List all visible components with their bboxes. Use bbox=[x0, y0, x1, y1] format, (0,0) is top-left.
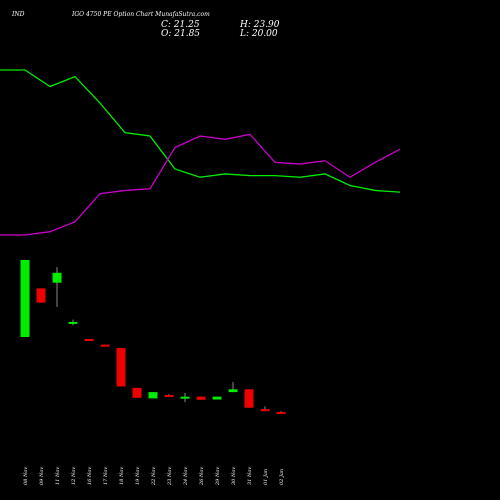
x-tick-label: 30 Nov bbox=[231, 467, 237, 485]
x-tick-label: 19 Nov bbox=[135, 467, 141, 485]
x-tick-label: 02 Jan bbox=[279, 469, 285, 485]
overlay-lines bbox=[0, 69, 401, 236]
candle-body bbox=[276, 412, 286, 415]
candle-body bbox=[148, 392, 158, 399]
candle-body bbox=[52, 272, 62, 283]
candle-body bbox=[228, 389, 238, 393]
high-value: H: 23.90 bbox=[240, 20, 280, 30]
x-tick-label: 29 Nov bbox=[215, 467, 221, 486]
x-tick-label: 16 Nov bbox=[87, 467, 93, 485]
candles bbox=[20, 260, 286, 415]
candle-body bbox=[68, 321, 78, 324]
candle-body bbox=[116, 348, 126, 387]
x-tick-label: 11 Nov bbox=[55, 467, 61, 485]
series-line-green bbox=[0, 69, 401, 193]
candle-body bbox=[164, 394, 174, 397]
x-tick-label: 18 Nov bbox=[119, 467, 125, 485]
x-tick-label: 26 Nov bbox=[199, 467, 205, 486]
candle-body bbox=[20, 260, 30, 337]
candle-body bbox=[180, 396, 190, 399]
candle-body bbox=[36, 288, 46, 303]
x-tick-label: 09 Nov bbox=[39, 467, 45, 485]
x-axis-labels: 08 Nov 09 Nov 11 Nov 12 Nov 16 Nov 17 Nov 18 N… bbox=[23, 467, 285, 486]
x-tick-label: 08 Nov bbox=[23, 467, 29, 485]
x-tick-label: 24 Nov bbox=[183, 467, 189, 486]
open-value: O: 21.85 bbox=[161, 29, 201, 39]
candle-body bbox=[84, 338, 94, 341]
x-tick-label: 12 Nov bbox=[71, 467, 77, 485]
x-tick-label: 01 Jan bbox=[263, 469, 269, 485]
candle-body bbox=[212, 396, 222, 400]
symbol-label: IND bbox=[12, 11, 25, 18]
candle-body bbox=[244, 389, 254, 408]
low-value: L: 20.00 bbox=[240, 29, 278, 39]
candle-body bbox=[132, 387, 142, 398]
x-tick-label: 22 Nov bbox=[151, 467, 157, 486]
chart-title: IGO 4750 PE Option Chart MunafaSutra.com bbox=[72, 11, 210, 18]
close-value: C: 21.25 bbox=[161, 20, 200, 30]
x-tick-label: 23 Nov bbox=[167, 467, 173, 486]
x-tick-label: 17 Nov bbox=[103, 467, 109, 485]
x-tick-label: 31 Nov bbox=[247, 467, 253, 485]
candle-body bbox=[260, 409, 270, 412]
candle-body bbox=[100, 344, 110, 347]
series-line-magenta bbox=[0, 133, 401, 236]
candle-body bbox=[196, 396, 206, 400]
